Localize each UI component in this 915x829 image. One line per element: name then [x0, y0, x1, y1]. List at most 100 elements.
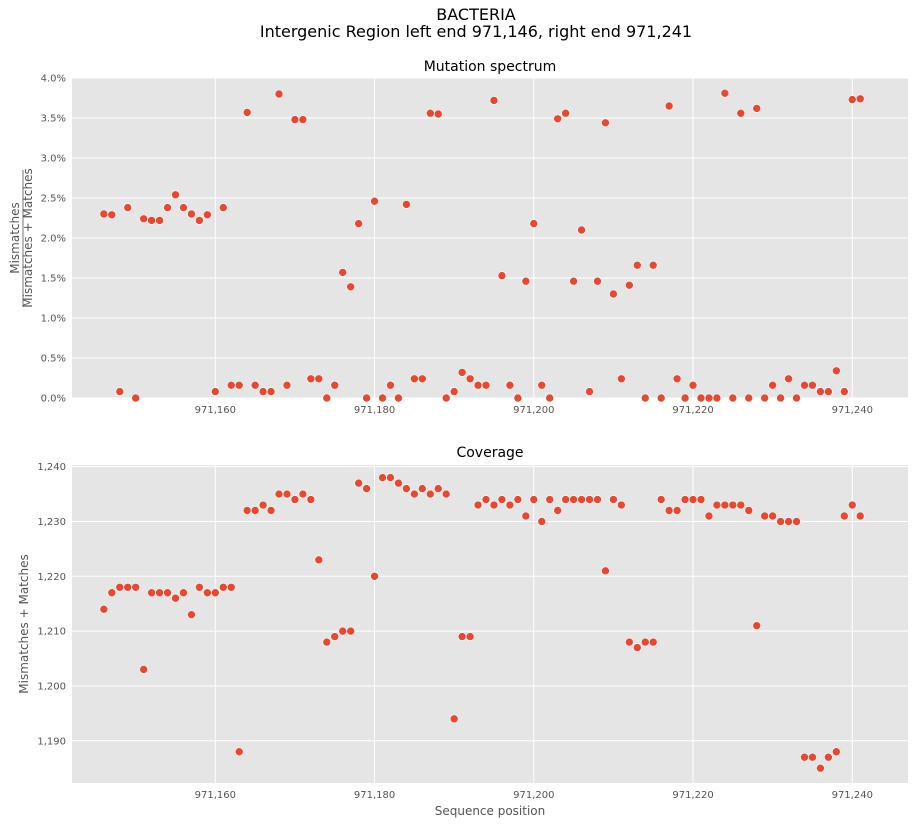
mutation-spectrum-point	[792, 393, 801, 403]
mutation-spectrum-point	[433, 109, 443, 119]
coverage-point	[704, 511, 714, 521]
mutation-spectrum-point	[656, 393, 666, 403]
coverage-ytick-label: 1,240	[37, 462, 66, 473]
coverage-point	[640, 637, 650, 647]
figure-title-line1: BACTERIA	[436, 5, 516, 24]
coverage-point	[712, 500, 722, 510]
coverage-point	[656, 495, 666, 504]
coverage-point	[776, 517, 785, 526]
coverage-point	[386, 473, 395, 482]
coverage-point	[497, 495, 507, 504]
coverage-point	[322, 637, 332, 647]
coverage-point	[553, 506, 562, 515]
mutation-spectrum-point	[808, 380, 817, 390]
coverage-xtick-label: 971,220	[672, 790, 713, 801]
coverage-point	[720, 500, 730, 510]
mutation-spectrum-point	[617, 374, 626, 384]
mutation-spectrum-point	[688, 380, 698, 390]
coverage-point	[545, 495, 555, 504]
mutation-spectrum-point	[226, 380, 236, 390]
mutation-spectrum-ytick-label: 2.5%	[41, 194, 66, 205]
coverage-point	[266, 506, 276, 515]
coverage-point	[696, 495, 706, 504]
mutation-spectrum-point	[187, 209, 196, 219]
mutation-spectrum-xtick-label: 971,220	[672, 405, 713, 416]
coverage-point	[290, 495, 300, 504]
mutation-spectrum-ylabel: Mismatches Mismatches + Matches	[8, 168, 35, 307]
mutation-spectrum-point	[211, 387, 220, 396]
coverage-point	[441, 489, 451, 499]
mutation-spectrum-point	[338, 268, 348, 277]
mutation-spectrum-point	[330, 380, 340, 390]
coverage-point	[505, 500, 515, 510]
coverage-point	[99, 604, 109, 614]
mutation-spectrum-point	[545, 393, 555, 403]
coverage-point	[816, 763, 825, 773]
mutation-spectrum-point	[561, 108, 570, 118]
ylabel-numerator: Mismatches	[8, 202, 22, 274]
mutation-spectrum-point	[386, 380, 395, 390]
coverage-point	[481, 495, 491, 504]
coverage-point	[410, 489, 419, 499]
mutation-spectrum-point	[147, 216, 156, 225]
mutation-spectrum-ytick-label: 2.0%	[41, 234, 66, 245]
coverage-point	[274, 489, 284, 499]
mutation-spectrum-point	[513, 393, 523, 403]
coverage-point	[855, 511, 865, 521]
coverage-point	[418, 484, 427, 493]
coverage-point	[250, 506, 260, 515]
coverage-plot-area	[72, 465, 908, 783]
coverage-point	[179, 588, 188, 598]
mutation-spectrum-xtick-label: 971,180	[354, 405, 395, 416]
mutation-spectrum-point	[768, 380, 777, 390]
coverage-point	[736, 500, 746, 510]
coverage-point	[792, 517, 801, 526]
coverage-point	[529, 495, 539, 504]
coverage-point	[680, 495, 690, 504]
coverage-point	[123, 582, 133, 592]
coverage-point	[425, 489, 435, 499]
mutation-spectrum-point	[266, 387, 276, 396]
mutation-spectrum-point	[155, 216, 164, 225]
coverage-point	[226, 582, 236, 592]
mutation-spectrum-point	[218, 203, 228, 212]
mutation-spectrum-point	[784, 374, 793, 384]
coverage-point	[346, 626, 355, 636]
mutation-spectrum-point	[346, 282, 355, 292]
figure-title-line2: Intergenic Region left end 971,146, righ…	[260, 22, 692, 41]
mutation-spectrum-point	[425, 108, 435, 118]
coverage-point	[752, 621, 762, 630]
coverage-point	[537, 517, 547, 526]
mutation-spectrum-point	[402, 200, 411, 209]
coverage-point	[449, 714, 459, 724]
coverage-point	[672, 506, 682, 515]
mutation-spectrum-point	[370, 196, 379, 206]
coverage-point	[489, 500, 499, 510]
mutation-spectrum-point	[234, 380, 244, 390]
coverage-point	[163, 588, 172, 598]
mutation-spectrum-point	[712, 393, 722, 403]
coverage-ytick-label: 1,190	[37, 736, 66, 747]
mutation-spectrum-point	[314, 374, 324, 384]
mutation-spectrum-point	[258, 387, 268, 396]
ylabel-denominator: Mismatches + Matches	[21, 168, 35, 307]
coverage-point	[258, 500, 268, 510]
coverage-point	[370, 571, 379, 581]
mutation-spectrum-point	[203, 210, 212, 220]
mutation-spectrum-point	[99, 209, 109, 219]
coverage-point	[728, 500, 738, 510]
coverage-point	[760, 511, 769, 521]
mutation-spectrum-point	[816, 387, 825, 396]
coverage-point	[648, 637, 658, 647]
mutation-spectrum-point	[362, 393, 371, 403]
coverage-point	[330, 632, 340, 641]
mutation-spectrum-point	[306, 374, 316, 384]
mutation-spectrum-ytick-label: 1.5%	[41, 274, 66, 285]
mutation-spectrum-point	[832, 366, 841, 376]
mutation-spectrum-point	[847, 95, 857, 104]
coverage-xtick-label: 971,180	[354, 790, 395, 801]
coverage-point	[601, 566, 610, 576]
coverage-point	[402, 484, 411, 493]
mutation-spectrum-point	[354, 219, 363, 228]
coverage-point	[306, 495, 316, 504]
